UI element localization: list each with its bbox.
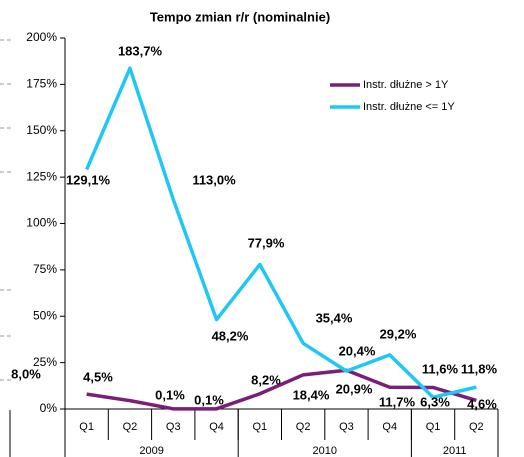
x-group-label: 2010 <box>313 445 337 457</box>
value-label: 35,4% <box>316 310 353 325</box>
value-label: 77,9% <box>248 235 285 250</box>
x-tick-label: Q2 <box>296 421 311 433</box>
value-label: 18,4% <box>293 387 330 402</box>
value-label: 48,2% <box>212 328 249 343</box>
x-tick-label: Q2 <box>469 421 484 433</box>
y-tick-label: 175% <box>26 77 57 91</box>
y-tick-label: 100% <box>26 216 57 230</box>
value-label: 20,4% <box>339 343 376 358</box>
legend-label: Instr. dłużne <= 1Y <box>363 101 455 113</box>
x-tick-label: Q4 <box>382 421 397 433</box>
x-tick-label: Q1 <box>79 421 94 433</box>
y-tick-label: 125% <box>26 169 57 183</box>
value-label: 20,9% <box>336 381 373 396</box>
y-tick-label: 0% <box>40 401 58 415</box>
x-tick-label: Q1 <box>253 421 268 433</box>
x-group-label: 2011 <box>443 445 467 457</box>
value-label: 129,1% <box>66 172 111 187</box>
x-tick-label: Q3 <box>339 421 354 433</box>
value-label: 8,2% <box>251 372 281 387</box>
y-tick-label: 150% <box>26 123 57 137</box>
value-label: 11,7% <box>379 394 416 409</box>
value-label: 113,0% <box>192 172 236 187</box>
y-tick-label: 25% <box>33 355 57 369</box>
value-label: 29,2% <box>380 326 417 341</box>
value-label: 183,7% <box>118 43 163 58</box>
legend-label: Instr. dłużne > 1Y <box>363 79 449 91</box>
x-tick-label: Q2 <box>123 421 138 433</box>
value-label: 11,8% <box>461 361 498 376</box>
y-tick-label: 200% <box>26 30 57 44</box>
y-tick-label: 75% <box>33 262 57 276</box>
value-label: 4,5% <box>83 369 113 384</box>
x-tick-label: Q3 <box>166 421 181 433</box>
value-label: 11,6% <box>422 361 459 376</box>
cropped-edge <box>0 39 12 381</box>
x-tick-label: Q4 <box>209 421 224 433</box>
value-label: 0,1% <box>155 387 185 402</box>
value-label: 6,3% <box>420 394 450 409</box>
x-tick-label: Q1 <box>426 421 441 433</box>
value-label: 4,6% <box>467 396 497 411</box>
value-label: 8,0% <box>11 366 41 381</box>
y-tick-label: 50% <box>33 308 57 322</box>
series-line <box>85 66 477 400</box>
series-line <box>86 368 477 411</box>
value-label: 0,1% <box>194 392 224 407</box>
chart-title: Tempo zmian r/r (nominalnie) <box>150 9 330 24</box>
x-group-label: 2009 <box>139 445 163 457</box>
